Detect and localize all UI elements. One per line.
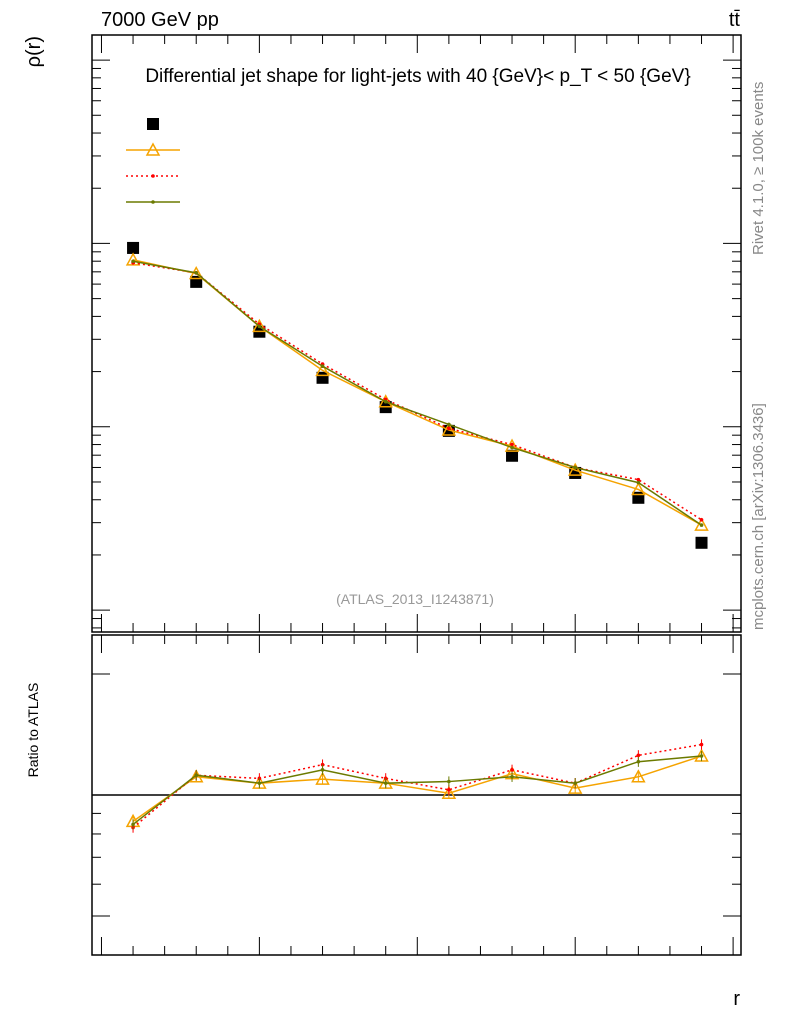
legend-marker-pythia-6-426-z1 bbox=[151, 174, 155, 178]
legend-marker-pythia-6-426-ambt1 bbox=[145, 142, 161, 156]
pythia-6-426-z2-ratio-point bbox=[131, 822, 135, 827]
process-label: tt̄ bbox=[729, 9, 741, 31]
pythia-6-426-z2-point bbox=[699, 523, 704, 527]
pythia-6-426-z2-point bbox=[194, 271, 199, 275]
pythia-6-426-z2-ratio-point bbox=[194, 773, 199, 778]
pythia-6-426-z2-ratio-point bbox=[320, 768, 325, 772]
pythia-6-426-z1-line bbox=[132, 262, 702, 521]
atlas-point bbox=[695, 536, 708, 549]
pythia-6-426-ambt1-point bbox=[252, 318, 267, 333]
pythia-6-426-ambt1-ratio-point bbox=[441, 785, 457, 800]
atlas-point bbox=[506, 449, 519, 462]
pythia-6-426-z1-ratio-point bbox=[447, 788, 451, 792]
pythia-6-426-z2-ratio-line bbox=[132, 755, 702, 826]
atlas-point bbox=[127, 241, 140, 254]
ratio-y-axis-label: Ratio to ATLAS bbox=[25, 683, 41, 778]
pythia-6-426-z2-point bbox=[573, 465, 577, 470]
pythia-6-426-z1-ratio-point bbox=[636, 753, 641, 758]
pythia-6-426-z2-ratio-point bbox=[573, 781, 577, 785]
atlas-point bbox=[632, 491, 645, 504]
pythia-6-426-z2-point bbox=[257, 324, 262, 329]
pythia-6-426-z1-ratio-point bbox=[699, 742, 704, 747]
pythia-6-426-z1-ratio-line bbox=[132, 743, 702, 829]
pythia-6-426-z1-point bbox=[699, 517, 704, 522]
pythia-6-426-z1-point bbox=[447, 426, 451, 431]
pythia-6-426-z2-ratio-point bbox=[699, 754, 704, 758]
legend-marker-pythia-6-426-z2 bbox=[151, 200, 155, 204]
pythia-6-426-ambt1-ratio-point bbox=[567, 780, 583, 794]
pythia-6-426-ambt1-point bbox=[694, 517, 709, 531]
chart-title: Differential jet shape for light-jets wi… bbox=[145, 66, 690, 87]
analysis-label: (ATLAS_2013_I1243871) bbox=[336, 591, 494, 607]
pythia-6-426-z1-point bbox=[510, 442, 514, 447]
y-axis-label: ρ(r) bbox=[23, 36, 45, 67]
pythia-6-426-ambt1-line bbox=[132, 259, 702, 526]
legend bbox=[126, 118, 180, 204]
pythia-6-426-z2-point bbox=[510, 445, 514, 450]
pythia-6-426-ambt1-point bbox=[631, 481, 646, 496]
pythia-6-426-ambt1-ratio-line bbox=[132, 755, 702, 822]
rivet-label: Rivet 4.1.0, ≥ 100k events bbox=[750, 82, 767, 255]
x-axis-label: r bbox=[733, 988, 740, 1010]
pythia-6-426-z2-ratio-point bbox=[383, 781, 388, 785]
pythia-6-426-z2-ratio-point bbox=[510, 774, 514, 779]
pythia-6-426-ambt1-ratio-point bbox=[315, 771, 330, 785]
main-plot-frame bbox=[91, 34, 742, 633]
pythia-6-426-z2-point bbox=[447, 422, 451, 427]
energy-label: 7000 GeV pp bbox=[101, 9, 219, 31]
pythia-6-426-z2-point bbox=[131, 259, 135, 264]
pythia-6-426-z1-ratio-point bbox=[510, 768, 514, 772]
pythia-6-426-ambt1-point bbox=[315, 362, 330, 377]
pythia-6-426-ambt1-point bbox=[125, 252, 141, 266]
mcplots-label: mcplots.cern.ch [arXiv:1306.3436] bbox=[750, 403, 767, 630]
pythia-6-426-z2-point bbox=[320, 364, 325, 369]
pythia-6-426-z1-point bbox=[636, 477, 641, 482]
pythia-6-426-ambt1-ratio-point bbox=[631, 769, 646, 783]
pythia-6-426-z2-point bbox=[383, 399, 388, 404]
pythia-6-426-z1-ratio-point bbox=[320, 762, 325, 767]
legend-marker-atlas bbox=[147, 118, 159, 130]
pythia-6-426-ambt1-point bbox=[567, 462, 583, 476]
pythia-6-426-z2-ratio-point bbox=[636, 759, 641, 764]
pythia-6-426-z2-line bbox=[132, 260, 702, 526]
pythia-6-426-z2-ratio-point bbox=[257, 781, 262, 785]
pythia-6-426-z2-point bbox=[636, 480, 641, 485]
pythia-6-426-z2-ratio-point bbox=[447, 779, 451, 784]
